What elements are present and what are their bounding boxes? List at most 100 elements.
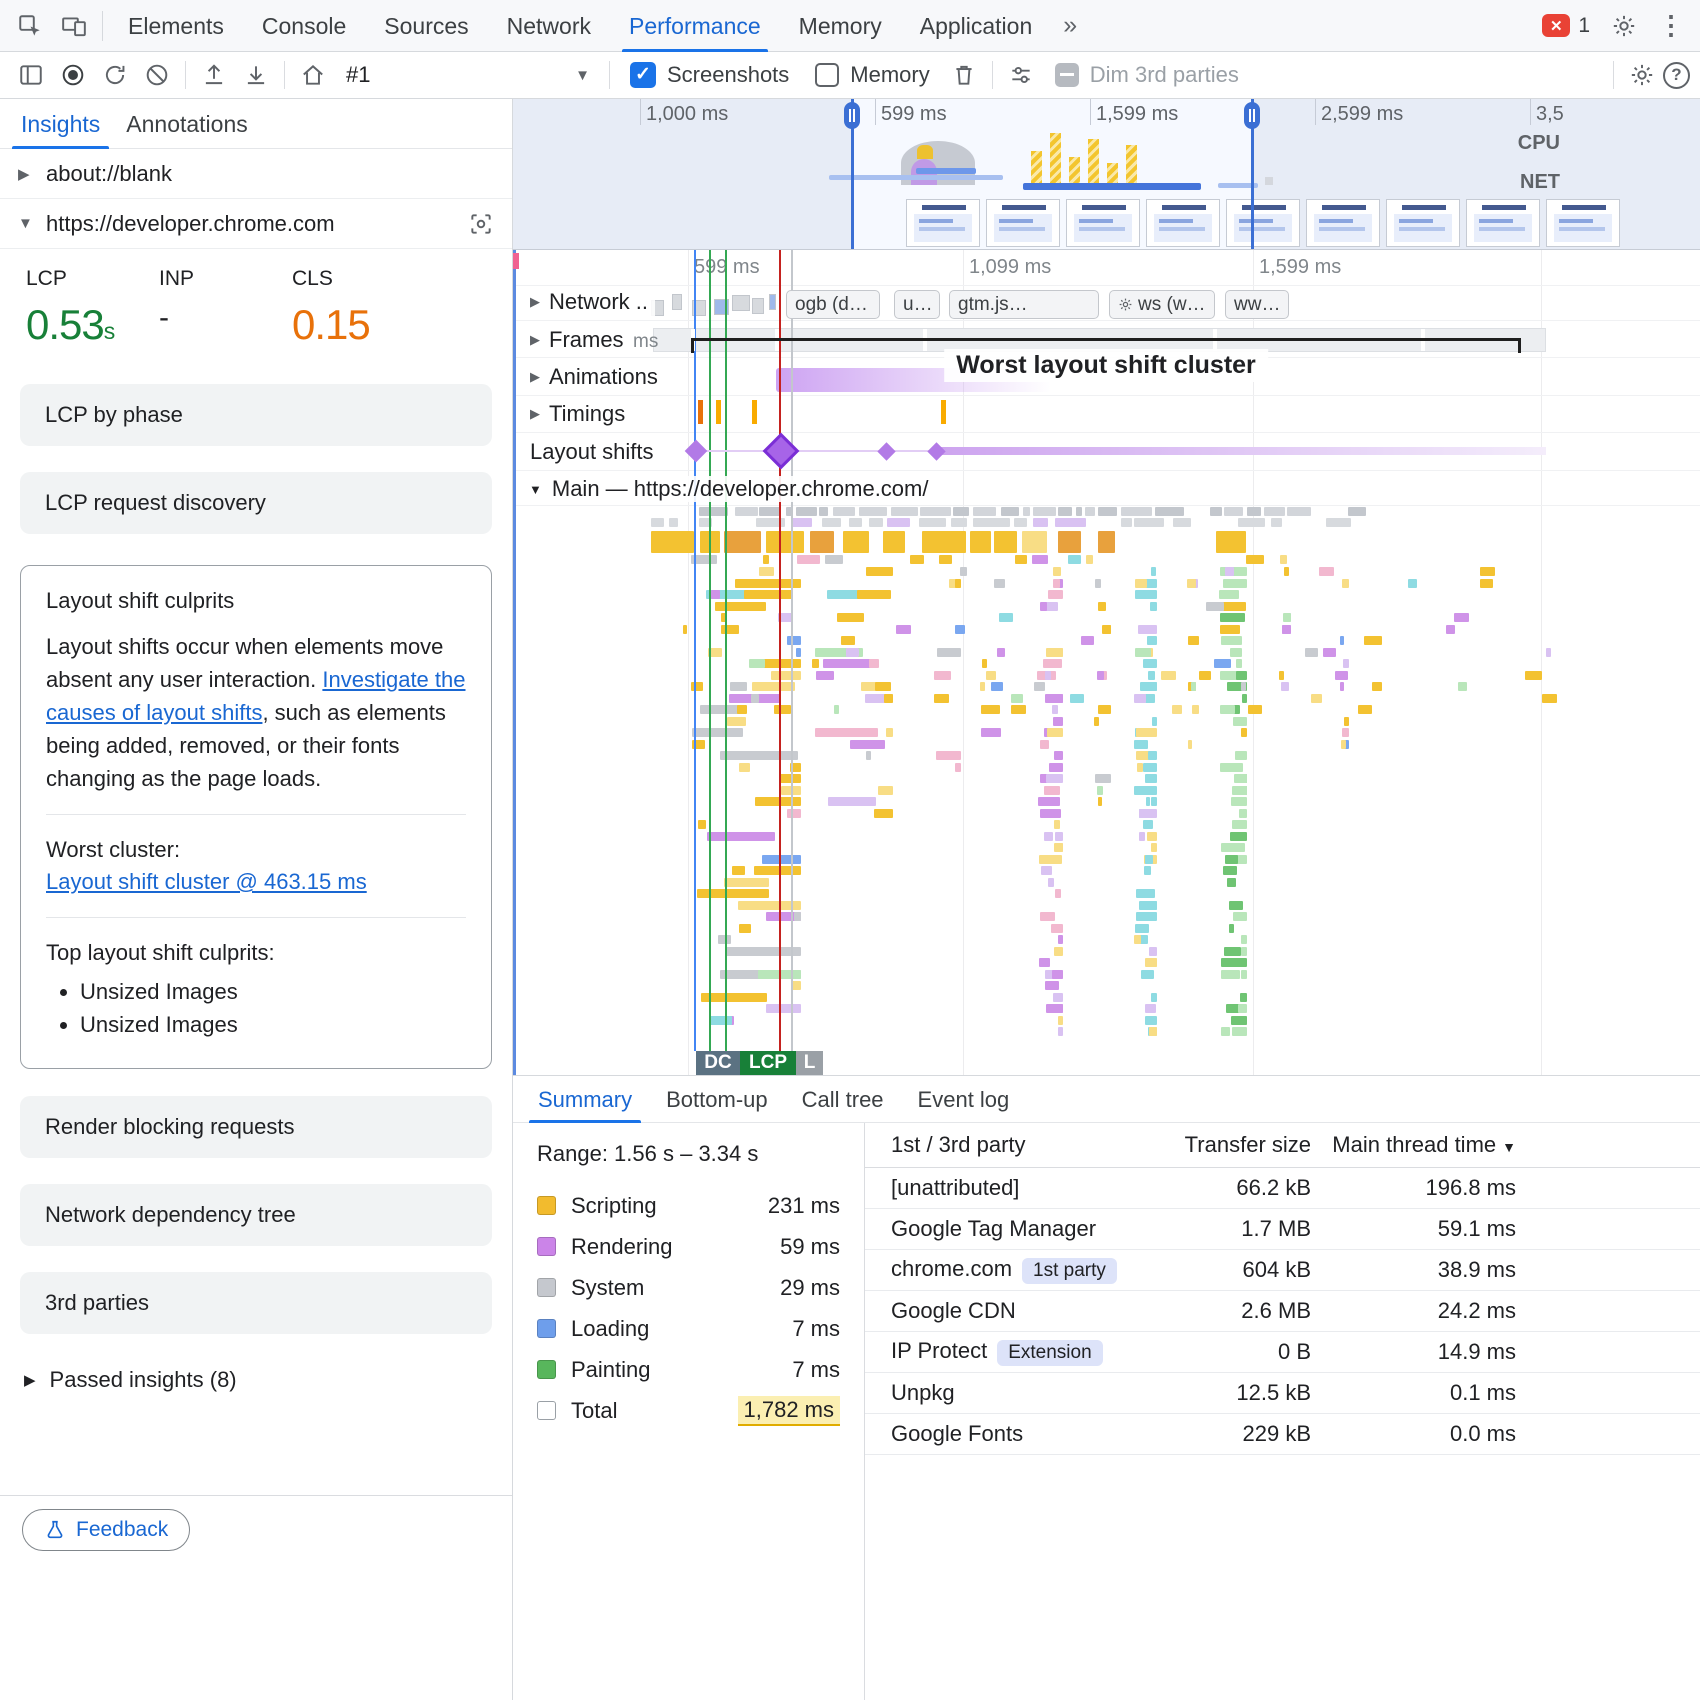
flame-bar[interactable] — [724, 878, 769, 887]
flame-bar[interactable] — [1151, 843, 1157, 852]
flame-bar[interactable] — [778, 613, 793, 622]
flame-bar[interactable] — [1227, 682, 1247, 691]
flame-bar[interactable] — [833, 507, 855, 516]
flame-bar[interactable] — [981, 728, 1001, 737]
flame-bar[interactable] — [1246, 555, 1264, 564]
table-row[interactable]: chrome.com 1st party 604 kB 38.9 ms — [865, 1250, 1700, 1291]
flame-bar[interactable] — [751, 694, 759, 703]
flame-bar[interactable] — [896, 625, 911, 634]
flame-bar[interactable] — [1323, 648, 1336, 657]
field-metrics-icon[interactable] — [468, 211, 494, 237]
flame-bar[interactable] — [1039, 855, 1062, 864]
flame-bar[interactable] — [1480, 579, 1493, 588]
flame-bar[interactable] — [874, 809, 893, 818]
flame-bar[interactable] — [973, 518, 1010, 527]
flame-bar[interactable] — [819, 507, 828, 516]
flame-bar[interactable] — [1058, 935, 1063, 944]
track-animations[interactable]: ▶ Animations — [523, 363, 665, 391]
table-row[interactable]: Google CDN 2.6 MB 24.2 ms — [865, 1291, 1700, 1332]
flame-bar[interactable] — [721, 613, 726, 622]
flame-bar[interactable] — [1148, 751, 1157, 760]
flame-bar[interactable] — [1038, 797, 1060, 806]
tab-summary[interactable]: Summary — [521, 1076, 649, 1123]
table-row[interactable]: Google Tag Manager 1.7 MB 59.1 ms — [865, 1209, 1700, 1250]
flame-bar[interactable] — [715, 602, 766, 611]
flame-bar[interactable] — [1055, 518, 1086, 527]
culprit-item[interactable]: Unsized Images — [80, 1010, 466, 1040]
flame-bar[interactable] — [1223, 866, 1237, 875]
flame-bar[interactable] — [1232, 786, 1247, 795]
flame-bar[interactable] — [1242, 694, 1247, 703]
network-request-pill[interactable]: u… — [894, 290, 940, 319]
filmstrip-thumbnail[interactable] — [1466, 199, 1540, 247]
flame-bar[interactable] — [1040, 912, 1055, 921]
flame-bar[interactable] — [891, 507, 918, 516]
flame-bar[interactable] — [1342, 728, 1349, 737]
flame-bar[interactable] — [1192, 705, 1199, 714]
flame-bar[interactable] — [1280, 555, 1287, 564]
flame-bar[interactable] — [1232, 820, 1247, 829]
panel-settings-gear-icon[interactable] — [1621, 57, 1663, 93]
flame-bar[interactable] — [1041, 866, 1052, 875]
insight-card-lcp-by-phase[interactable]: LCP by phase — [20, 384, 492, 446]
flame-bar[interactable] — [1344, 740, 1349, 749]
insight-card-network-tree[interactable]: Network dependency tree — [20, 1184, 492, 1247]
flame-bar[interactable] — [787, 636, 801, 645]
flame-bar[interactable] — [1221, 1027, 1230, 1036]
flame-bar[interactable] — [1045, 602, 1058, 611]
flame-bar[interactable] — [1236, 659, 1242, 668]
insight-card-3rd-parties[interactable]: 3rd parties — [20, 1272, 492, 1335]
flame-bar[interactable] — [1143, 763, 1157, 772]
flame-bar[interactable] — [1053, 567, 1061, 576]
flame-bar[interactable] — [720, 751, 798, 760]
flame-bar[interactable] — [1144, 866, 1151, 875]
timing-marker[interactable] — [698, 400, 703, 424]
flame-bar[interactable] — [683, 625, 687, 634]
clear-icon[interactable] — [136, 57, 178, 93]
flame-bar[interactable] — [922, 531, 966, 553]
flame-bar[interactable] — [1068, 555, 1081, 564]
screenshots-checkbox[interactable]: Screenshots — [630, 62, 789, 88]
flame-bar[interactable] — [1045, 671, 1051, 680]
flame-bar[interactable] — [816, 671, 834, 680]
flame-bar[interactable] — [1011, 694, 1023, 703]
flame-bar[interactable] — [919, 518, 946, 527]
flame-bar[interactable] — [999, 613, 1013, 622]
flame-bar[interactable] — [669, 518, 678, 527]
flame-bar[interactable] — [756, 518, 785, 527]
flame-bar[interactable] — [1187, 579, 1196, 588]
flame-bar[interactable] — [1283, 613, 1291, 622]
flame-bar[interactable] — [970, 531, 991, 553]
flame-bar[interactable] — [815, 728, 878, 737]
flame-bar[interactable] — [1241, 970, 1247, 979]
flame-bar[interactable] — [1151, 567, 1156, 576]
metric-lcp[interactable]: LCP 0.53s — [26, 267, 159, 349]
column-header-party[interactable]: 1st / 3rd party — [891, 1132, 1026, 1157]
flame-bar[interactable] — [1188, 636, 1195, 645]
track-network[interactable]: ▶ Network .. — [523, 288, 656, 316]
flame-bar[interactable] — [1546, 648, 1551, 657]
flame-bar[interactable] — [749, 659, 765, 668]
flame-bar[interactable] — [1086, 555, 1093, 564]
flame-bar[interactable] — [1145, 855, 1153, 864]
flame-bar[interactable] — [1241, 935, 1247, 944]
flame-bar[interactable] — [692, 728, 743, 737]
flame-bar[interactable] — [1358, 705, 1372, 714]
flame-bar[interactable] — [857, 590, 891, 599]
tab-performance[interactable]: Performance — [610, 0, 780, 52]
flame-bar[interactable] — [825, 555, 843, 564]
flame-bar[interactable] — [1241, 728, 1247, 737]
flame-bar[interactable] — [1140, 786, 1157, 795]
flame-bar[interactable] — [1139, 901, 1157, 910]
flame-bar[interactable] — [1145, 1016, 1151, 1025]
flame-bar[interactable] — [718, 935, 731, 944]
table-row[interactable]: Google Fonts 229 kB 0.0 ms — [865, 1414, 1700, 1455]
flame-bar[interactable] — [973, 507, 996, 516]
network-request-fragment[interactable] — [769, 294, 776, 310]
flame-bar[interactable] — [724, 531, 761, 553]
flame-bar[interactable] — [691, 555, 717, 564]
flame-bar[interactable] — [732, 866, 745, 875]
timing-marker[interactable] — [752, 400, 757, 424]
flame-bar[interactable] — [651, 531, 694, 553]
metric-cls[interactable]: CLS 0.15 — [292, 267, 425, 349]
